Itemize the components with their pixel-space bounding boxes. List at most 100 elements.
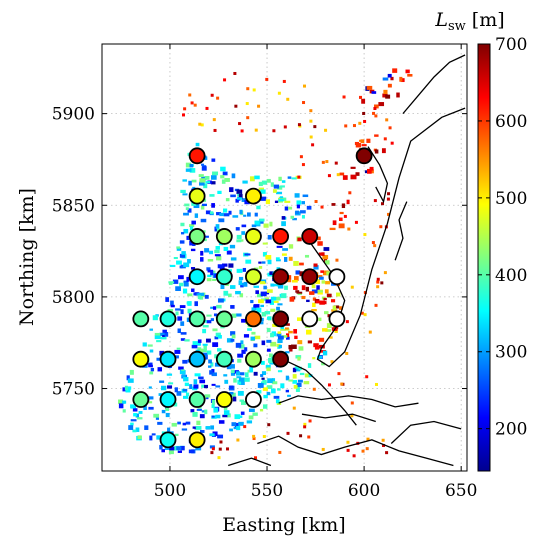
field-cell: [258, 266, 263, 269]
field-cell: [237, 379, 242, 385]
field-cell: [254, 212, 258, 217]
field-cell: [374, 149, 379, 154]
station-marker: [245, 350, 262, 368]
station-marker: [159, 391, 177, 408]
field-cell: [170, 300, 174, 306]
field-cell: [159, 380, 165, 383]
field-cell: [270, 341, 277, 347]
field-speckle: [198, 122, 202, 126]
station-marker: [159, 431, 177, 449]
field-cell: [222, 172, 227, 175]
field-cell: [230, 331, 236, 336]
field-cell: [383, 89, 388, 95]
field-cell: [217, 190, 222, 195]
field-cell: [364, 170, 369, 174]
x-tick-label: 550: [251, 481, 283, 501]
field-speckle: [386, 197, 390, 201]
field-cell: [202, 238, 207, 242]
field-cell: [204, 175, 210, 180]
field-cell: [276, 191, 283, 195]
field-speckle: [190, 101, 194, 105]
field-cell: [332, 220, 337, 226]
field-cell: [182, 179, 187, 182]
field-cell: [299, 271, 304, 277]
field-cell: [259, 408, 264, 412]
field-cell: [125, 388, 131, 393]
field-cell: [214, 336, 219, 340]
field-cell: [319, 300, 325, 305]
field-cell: [176, 260, 182, 265]
field-cell: [183, 228, 189, 234]
field-cell: [260, 279, 267, 283]
field-cell: [295, 210, 300, 215]
field-speckle: [374, 114, 378, 118]
coastline-segment: [228, 457, 272, 467]
field-cell: [147, 396, 154, 400]
field-cell: [254, 335, 261, 340]
field-speckle: [346, 448, 350, 452]
field-cell: [263, 285, 267, 290]
field-cell: [181, 374, 186, 378]
field-speckle: [286, 431, 290, 435]
field-cell: [308, 374, 313, 378]
field-cell: [374, 134, 379, 137]
field-cell: [311, 284, 316, 289]
field-speckle: [373, 199, 377, 203]
field-cell: [267, 378, 273, 384]
field-speckle: [217, 456, 221, 460]
field-speckle: [348, 191, 352, 195]
field-speckle: [286, 97, 290, 101]
field-speckle: [277, 91, 281, 95]
field-cell: [326, 323, 332, 329]
field-cell: [270, 332, 275, 338]
field-cell: [122, 400, 127, 404]
field-cell: [366, 138, 371, 143]
field-speckle: [346, 440, 350, 444]
coastline-segment: [286, 360, 357, 426]
colorbar-ticks: 200 300 400 500 600 700: [478, 35, 527, 440]
field-cell: [251, 224, 257, 228]
field-cell: [149, 328, 154, 331]
field-cell: [130, 419, 137, 422]
field-cell: [201, 203, 207, 207]
field-cell: [291, 279, 298, 283]
field-speckle: [340, 382, 344, 386]
field-cell: [181, 428, 188, 431]
coastline-segment: [394, 201, 408, 261]
field-cell: [273, 395, 280, 399]
station-marker: [301, 310, 319, 328]
field-cell: [156, 340, 162, 343]
field-cell: [229, 187, 234, 193]
field-cell: [159, 444, 163, 450]
field-cell: [167, 427, 171, 433]
field-cell: [242, 180, 248, 184]
field-cell: [180, 321, 185, 326]
colorbar-title: Lsw [m]: [434, 9, 504, 34]
field-cell: [214, 362, 221, 367]
field-cell: [319, 337, 325, 342]
field-cell: [228, 263, 234, 268]
station-marker: [215, 391, 233, 408]
station-marker: [159, 350, 177, 368]
field-cell: [295, 290, 300, 293]
field-cell: [175, 286, 181, 292]
field-cell: [407, 74, 413, 77]
field-cell: [326, 293, 332, 298]
coastline: [228, 54, 466, 467]
field-cell: [201, 384, 205, 388]
field-speckle: [327, 174, 331, 178]
field-cell: [215, 224, 220, 229]
field-cell: [200, 250, 204, 256]
field-speckle: [327, 383, 331, 387]
field-cell: [297, 356, 301, 361]
field-cell: [213, 313, 218, 317]
field-cell: [204, 235, 209, 238]
field-cell: [301, 215, 305, 219]
field-speckle: [320, 205, 324, 209]
field-cell: [211, 372, 217, 377]
field-cell: [331, 203, 336, 206]
field-cell: [132, 408, 138, 412]
field-cell: [240, 400, 247, 405]
field-cell: [199, 294, 204, 300]
field-cell: [333, 305, 340, 309]
